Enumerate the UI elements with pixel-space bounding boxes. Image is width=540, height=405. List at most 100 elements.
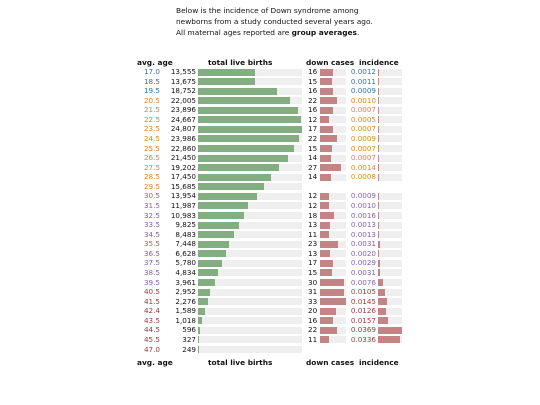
cases-bar-track	[320, 221, 346, 229]
age-value: 25.5	[143, 143, 160, 153]
age-value: 44.5	[143, 325, 160, 335]
births-bar	[198, 116, 302, 124]
intro-line-3-prefix: All maternal ages reported are	[176, 28, 292, 38]
incidence-bar	[378, 240, 381, 248]
table-row: 20.5 22,005 22 0.0010	[0, 96, 540, 106]
age-value: 23.5	[143, 124, 160, 134]
cases-value: 14	[308, 172, 318, 182]
incidence-bar-track	[378, 221, 402, 229]
age-value: 26.5	[143, 153, 160, 163]
births-bar-track	[198, 192, 302, 200]
age-value: 42.4	[143, 306, 160, 316]
births-bar-track	[198, 269, 302, 277]
cases-bar	[320, 145, 332, 153]
incidence-bar	[378, 221, 379, 229]
intro-text: Below is the incidence of Down syndrome …	[176, 5, 406, 39]
age-value: 41.5	[143, 296, 160, 306]
cases-value: 17	[308, 124, 318, 134]
incidence-value: 0.0009	[350, 86, 376, 96]
table-row: 41.5 2,276 33 0.0145	[0, 297, 540, 307]
births-value: 6,628	[175, 248, 196, 258]
births-value: 15,685	[170, 181, 196, 191]
incidence-bar	[378, 125, 379, 133]
cases-bar-track	[320, 116, 346, 124]
incidence-bar	[378, 298, 388, 306]
births-value: 2,952	[175, 287, 196, 297]
cases-bar-track	[320, 78, 346, 86]
births-value: 13,675	[170, 76, 196, 86]
births-bar	[198, 346, 200, 354]
cases-bar	[320, 259, 334, 267]
births-bar	[198, 317, 203, 325]
cases-bar-track	[320, 231, 346, 239]
intro-line-3-suffix: .	[356, 28, 360, 38]
cases-value: 11	[308, 229, 318, 239]
intro-line-1: Below is the incidence of Down syndrome …	[176, 6, 359, 15]
age-value: 40.5	[143, 287, 160, 297]
incidence-bar	[378, 145, 379, 153]
births-value: 10,983	[170, 210, 196, 220]
cases-bar	[320, 212, 335, 220]
cases-bar	[320, 125, 334, 133]
incidence-bar-track	[378, 240, 402, 248]
births-bar-track	[198, 259, 302, 267]
incidence-bar	[378, 288, 385, 296]
cases-bar	[320, 250, 331, 258]
cases-bar-track	[320, 250, 346, 258]
incidence-value: 0.0009	[350, 191, 376, 201]
cases-value: 27	[308, 162, 318, 172]
births-value: 13,555	[170, 67, 196, 76]
header-incidence: incidence	[359, 58, 399, 67]
cases-bar	[320, 336, 329, 344]
table-row: 33.5 9,825 13 0.0013	[0, 220, 540, 230]
incidence-value: 0.0013	[350, 229, 376, 239]
age-value: 18.5	[143, 76, 160, 86]
births-bar	[198, 279, 215, 287]
table-row: 43.5 1,018 16 0.0157	[0, 316, 540, 326]
age-value: 19.5	[143, 86, 160, 96]
table-row: 32.5 10,983 18 0.0016	[0, 211, 540, 221]
incidence-value: 0.0007	[350, 105, 376, 115]
incidence-bar-track	[378, 298, 402, 306]
incidence-bar-track	[378, 97, 402, 105]
incidence-value: 0.0126	[350, 306, 376, 316]
cases-bar	[320, 78, 332, 86]
births-value: 2,276	[175, 296, 196, 306]
births-bar	[198, 125, 302, 133]
table-row: 44.5 596 22 0.0369	[0, 325, 540, 335]
cases-bar	[320, 106, 333, 114]
footer-down-cases: down cases	[306, 358, 355, 367]
age-value: 21.5	[143, 105, 160, 115]
births-bar-track	[198, 336, 302, 344]
births-bar-track	[198, 87, 302, 95]
incidence-bar	[378, 97, 379, 105]
age-value: 28.5	[143, 172, 160, 182]
births-value: 7,448	[175, 239, 196, 249]
cases-bar-track	[320, 212, 346, 220]
incidence-value: 0.0012	[350, 67, 376, 76]
incidence-bar	[378, 250, 380, 258]
births-bar	[198, 250, 226, 258]
intro-line-2: newborns from a study conducted several …	[176, 17, 373, 27]
incidence-bar-track	[378, 336, 402, 344]
births-value: 1,589	[175, 306, 196, 316]
intro-line-3: All maternal ages reported are group ave…	[176, 27, 406, 38]
incidence-value: 0.0145	[350, 296, 376, 306]
births-bar	[198, 336, 200, 344]
age-value: 34.5	[143, 229, 160, 239]
births-bar-track	[198, 78, 302, 86]
births-bar	[198, 183, 264, 191]
cases-value: 22	[308, 325, 318, 335]
cases-bar	[320, 135, 338, 143]
births-value: 11,987	[170, 200, 196, 210]
table-row: 24.5 23,986 22 0.0009	[0, 134, 540, 144]
births-value: 21,450	[170, 153, 196, 163]
cases-bar	[320, 164, 342, 172]
incidence-bar-track	[378, 145, 402, 153]
age-value: 31.5	[143, 200, 160, 210]
births-bar	[198, 106, 299, 114]
incidence-bar	[378, 231, 379, 239]
incidence-value: 0.0014	[350, 162, 376, 172]
births-value: 17,450	[170, 172, 196, 182]
incidence-bar	[378, 164, 379, 172]
